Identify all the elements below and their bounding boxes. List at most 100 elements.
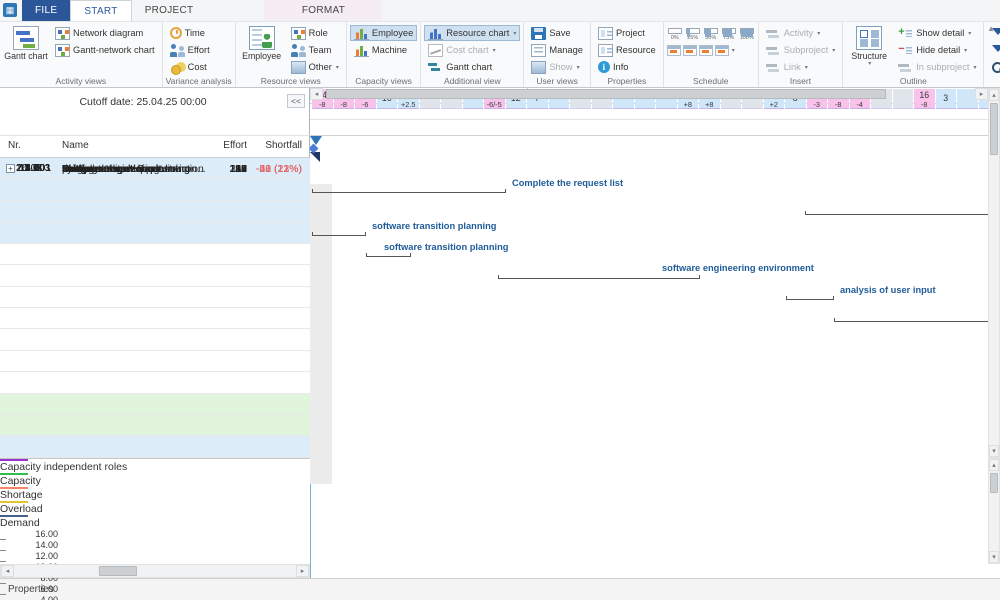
expand-icon[interactable]: +: [6, 163, 15, 173]
table-row[interactable]: 2.1.6 software transition planning 5: [0, 162, 310, 330]
button-other[interactable]: Other ▾: [287, 59, 343, 75]
schedule-tool-icon[interactable]: [666, 45, 681, 56]
table-row[interactable]: +11.003 programmer - V.Basic 111: [0, 158, 310, 180]
button-resource[interactable]: Resource: [594, 42, 660, 58]
scrollbar-thumb[interactable]: [990, 103, 998, 155]
chart-vertical-scrollbar[interactable]: ▴ ▾: [988, 88, 1000, 458]
table-row[interactable]: 2.4 system design 35: [0, 162, 310, 394]
column-header-effort[interactable]: Effort: [223, 140, 247, 151]
scrollbar-thumb[interactable]: [99, 566, 137, 576]
button-role[interactable]: Role: [287, 25, 343, 41]
button-structure[interactable]: Structure ▾: [846, 23, 892, 68]
button-hide-detail[interactable]: Hide detail▾: [894, 42, 980, 58]
bar-bracket: [805, 210, 988, 215]
button-save[interactable]: Save: [527, 25, 587, 41]
scroll-up-icon[interactable]: ▴: [989, 89, 999, 101]
scroll-down-icon[interactable]: ▾: [989, 551, 999, 563]
ribbon-group-variance-analysis: Time Effort Cost Variance analysis: [163, 22, 236, 87]
gantt-chart-panel: May 202521222324252627282930010203040506…: [310, 88, 988, 578]
button-show[interactable]: Show ▾: [527, 59, 587, 75]
ribbon-collapse-icon[interactable]: ▲: [987, 24, 995, 33]
button-activity[interactable]: Activity ▾: [762, 25, 839, 41]
button-gantt-chart[interactable]: Gantt chart: [3, 23, 49, 61]
app-logo-icon[interactable]: ▦: [3, 3, 17, 17]
button-resource-chart[interactable]: Resource chart ▾: [424, 25, 521, 41]
button-show-detail[interactable]: Show detail▾: [894, 25, 980, 41]
scrollbar-thumb[interactable]: [990, 473, 998, 493]
button-cost-chart[interactable]: Cost chart ▾: [424, 42, 520, 58]
legend-label: Capacity independent roles: [0, 461, 128, 473]
status-bar: Properties: [0, 578, 1000, 600]
scrollbar-thumb[interactable]: [326, 89, 886, 99]
effort-value: 19: [235, 163, 247, 175]
table-row[interactable]: +12.001 writter 192 -40 (21%): [0, 162, 310, 201]
progress-50-button[interactable]: 50%: [703, 28, 719, 41]
table-row[interactable]: 2.3.1 analysis of user input 19: [0, 162, 310, 373]
table-row[interactable]: 16.02 Sleeper: [0, 162, 310, 416]
progress-0-button[interactable]: 0%: [667, 28, 683, 41]
effort-value: 192: [229, 163, 247, 175]
button-in-subproject[interactable]: In subproject ▾: [894, 59, 980, 75]
button-info[interactable]: Info: [594, 59, 660, 75]
in-subproject-icon: [898, 61, 913, 74]
collapse-panel-button[interactable]: <<: [287, 94, 305, 108]
histogram-vertical-scrollbar[interactable]: ▴ ▾: [988, 458, 1000, 564]
scroll-right-icon[interactable]: ▸: [975, 88, 988, 100]
tab-file[interactable]: FILE: [22, 0, 71, 21]
row-number: 1.3.7: [16, 162, 39, 174]
button-label: Employee: [242, 51, 282, 61]
button-search[interactable]: Search: [987, 59, 1000, 75]
progress-25-button[interactable]: 25%: [685, 28, 701, 41]
schedule-tool-icon[interactable]: [714, 45, 729, 56]
progress-100-button[interactable]: 100%: [739, 28, 755, 41]
group-content: Employee Role Team Other ▾: [239, 23, 343, 75]
button-network-diagram[interactable]: Network diagram: [51, 25, 159, 41]
schedule-tool-icon[interactable]: [698, 45, 713, 56]
table-row[interactable]: 2.2.1 software engineering environ... 40: [0, 162, 310, 351]
table-row[interactable]: 1.3.7 Complete the request list 56: [0, 162, 310, 266]
scroll-up-icon[interactable]: ▴: [989, 459, 999, 471]
button-time[interactable]: Time: [166, 25, 214, 41]
table-row[interactable]: 1.5.5 Briefing at start of construction 16: [0, 162, 310, 287]
button-link[interactable]: Link ▾: [762, 59, 839, 75]
tab-project[interactable]: PROJECT: [144, 5, 194, 16]
button-project[interactable]: Project: [594, 25, 660, 41]
button-cost[interactable]: Cost: [166, 59, 214, 75]
button-machine[interactable]: Machine: [350, 42, 417, 58]
button-effort[interactable]: Effort: [166, 42, 214, 58]
chevron-down-icon: ▾: [968, 30, 972, 37]
table-row[interactable]: +13.001 manager 214 -46 (21%): [0, 162, 310, 223]
row-number: 2.2.1: [16, 162, 39, 174]
button-gantt-network-chart[interactable]: Gantt-network chart: [51, 42, 159, 58]
button-manage[interactable]: Manage: [527, 42, 587, 58]
status-bar-label[interactable]: Properties: [8, 584, 54, 595]
table-row[interactable]: 2.1.5 software transition planning 17: [0, 162, 310, 308]
button-gantt-chart[interactable]: Gantt chart: [424, 59, 520, 75]
scroll-down-icon[interactable]: ▾: [989, 445, 999, 457]
button-subproject[interactable]: Subproject ▾: [762, 42, 839, 58]
button-employee[interactable]: Employee: [349, 25, 418, 41]
column-header-nr[interactable]: Nr.: [8, 140, 21, 151]
column-header-name[interactable]: Name: [62, 140, 89, 151]
scroll-right-icon[interactable]: ▸: [296, 565, 309, 577]
table-row[interactable]: +15.001 analyst 226 -51 (23%): [0, 162, 310, 458]
tab-start[interactable]: START: [70, 0, 132, 21]
progress-75-button[interactable]: 75%: [721, 28, 737, 41]
bar-label: analysis of user input: [840, 284, 936, 295]
column-header-shortfall[interactable]: Shortfall: [265, 140, 302, 151]
button-clear-filters[interactable]: Clear filters▾: [987, 42, 1000, 58]
button-label: Effort: [187, 45, 210, 55]
button-team[interactable]: Team: [287, 42, 343, 58]
schedule-tool-icon[interactable]: [682, 45, 697, 56]
group-label: Activity views: [55, 76, 107, 86]
scroll-left-icon[interactable]: ◂: [1, 565, 14, 577]
button-filter[interactable]: Filter: [987, 25, 1000, 41]
button-employee[interactable]: Employee: [239, 23, 285, 61]
button-label: Machine: [371, 45, 408, 55]
scroll-left-icon[interactable]: ◂: [310, 88, 323, 100]
table-row[interactable]: 20.03 Think: [0, 162, 310, 437]
tab-format[interactable]: FORMAT: [301, 5, 346, 16]
group-content: Save Manage Show ▾: [527, 23, 587, 75]
table-horizontal-scrollbar[interactable]: ◂ ▸: [0, 564, 310, 578]
